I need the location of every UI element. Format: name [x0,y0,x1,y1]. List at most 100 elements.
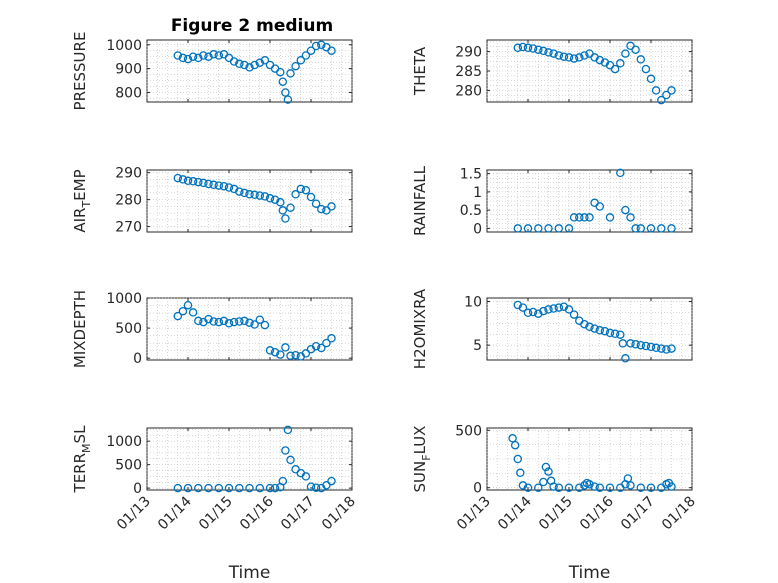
data-point [646,483,656,492]
y-tick-label: 280 [455,83,482,99]
data-point [235,483,244,493]
x-axis-label: Time [228,563,271,583]
y-axis-label: MIXDEPTH [71,290,89,368]
data-point [549,49,558,58]
y-axis-label: THETA [411,46,429,96]
data-point [214,483,224,493]
data-point [534,309,543,318]
data-point [311,41,321,51]
data-point [291,350,300,360]
data-point [306,482,316,491]
x-tick-label: 01/17 [618,494,658,534]
data-point [173,483,183,493]
data-point [646,224,656,233]
data-point [564,224,574,233]
data-point [178,306,188,316]
data-point [291,61,300,71]
data-point [209,50,218,59]
y-tick-label: 500 [115,321,142,337]
y-tick-label: 1000 [106,434,142,450]
y-tick-label: 1.5 [460,167,482,183]
data-point [214,181,224,190]
data-point [281,88,290,97]
x-tick-label: 01/16 [237,493,277,533]
data-point [199,51,208,60]
data-point [327,476,336,486]
data-point [260,192,270,201]
data-point [621,354,630,363]
y-axis-label: PRESSURE [71,32,89,111]
data-point [250,320,259,329]
data-point [651,343,661,353]
data-point [317,204,326,214]
y-tick-label: 1000 [106,38,142,54]
data-point [657,344,666,353]
data-point [255,191,265,200]
data-point [554,224,564,233]
x-tick-label: 01/18 [659,494,699,534]
data-point [541,462,551,472]
data-point [518,481,528,490]
data-point [183,176,193,186]
data-point [580,481,589,490]
data-point [301,185,311,195]
data-point [255,58,265,67]
data-point [585,480,594,489]
data-point [518,42,528,52]
y-tick-label: 0 [133,351,142,367]
data-point [544,224,553,233]
data-point [510,440,520,450]
data-point [245,483,254,493]
data-point [224,319,234,328]
x-tick-label: 01/16 [577,493,617,533]
data-point [569,310,579,319]
data-point [544,467,553,476]
x-axis-label: Time [568,563,611,583]
data-point [188,308,198,317]
data-point [513,454,523,464]
data-point [296,184,306,194]
data-point [523,43,533,53]
data-point [173,311,183,321]
data-point [322,481,331,490]
data-point [286,203,295,212]
data-point [235,317,244,326]
y-axis-label: AIRTEMP [71,169,93,232]
data-point [631,224,640,233]
data-point [616,168,625,178]
data-point [188,52,198,61]
data-point [229,57,239,66]
data-point [327,334,336,343]
y-tick-label: 500 [115,458,142,474]
data-point [173,51,183,60]
data-point [667,482,676,491]
data-point [250,190,259,200]
data-point [657,95,666,105]
data-point [281,214,290,223]
data-point [631,45,640,54]
data-point [219,316,229,326]
data-point [528,307,538,317]
data-point [605,483,615,492]
data-point [306,46,316,55]
data-point [229,317,239,327]
data-point [518,303,528,312]
data-point [283,95,293,104]
subplot-sun-flux: 0 500 SUNFLUX 01/13 01/14 01/15 01/16 01/17 01/1… [411,423,699,583]
figure-title: Figure 2 medium [171,16,333,36]
y-tick-label: 900 [115,62,142,78]
data-point [590,482,599,491]
data-point [523,308,533,318]
data-point [554,483,564,492]
data-point [626,213,635,222]
data-point [255,315,265,324]
data-point [646,74,656,84]
x-tick-label: 01/14 [155,493,195,533]
data-point [194,177,203,187]
data-point [276,67,285,77]
y-axis-label: H2OMIXRA [411,288,429,369]
data-point [265,194,275,203]
data-point [311,483,321,492]
data-point [278,77,288,86]
